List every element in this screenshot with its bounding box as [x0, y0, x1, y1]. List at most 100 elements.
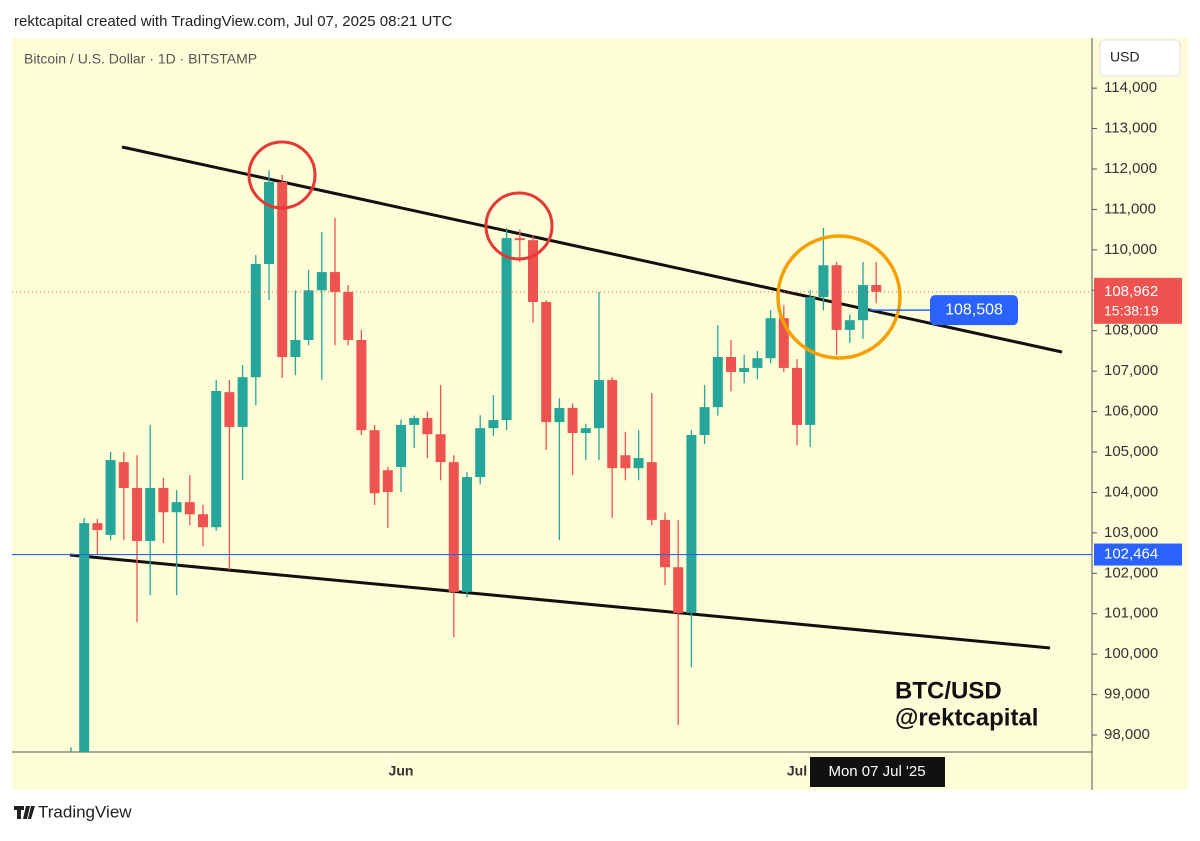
candle-body [580, 428, 591, 434]
y-tick-label: 101,000 [1104, 605, 1158, 622]
y-tick-label: 106,000 [1104, 403, 1158, 420]
candle-body [92, 523, 103, 531]
y-tick-label: 112,000 [1104, 160, 1157, 177]
highlight-circle [484, 191, 554, 261]
crosshair-label: Mon 07 Jul '25 [828, 763, 925, 780]
y-tick-label: 113,000 [1104, 120, 1157, 137]
countdown-label: 15:38:19 [1104, 303, 1159, 319]
candle-body [237, 377, 248, 427]
candle-body [303, 290, 314, 341]
candle-body [646, 462, 657, 520]
candle-body [488, 420, 499, 429]
candle-body [660, 519, 670, 568]
candle-body [792, 367, 802, 425]
highlight-circle [776, 234, 902, 360]
watermark: @rektcapital [895, 704, 1038, 731]
candle-body [158, 487, 169, 513]
horizontal-line-box [1094, 543, 1182, 566]
candle-body [422, 418, 433, 435]
y-tick-label: 104,000 [1104, 483, 1158, 500]
candle-body [752, 358, 763, 368]
candle-body [105, 460, 116, 535]
candle-body [211, 390, 222, 528]
candle-body [739, 367, 750, 372]
candle-body [844, 320, 855, 330]
watermark: BTC/USD [895, 677, 1002, 704]
candle-body [132, 487, 142, 541]
candle-body [726, 356, 736, 372]
candle-body [673, 567, 684, 613]
candle-body [831, 265, 842, 330]
y-tick-label: 107,000 [1104, 362, 1158, 379]
y-tick-label: 111,000 [1104, 200, 1156, 217]
trendline [69, 553, 1051, 650]
candle-body [620, 455, 631, 469]
y-tick-label: 100,000 [1104, 645, 1158, 662]
candle-body [184, 502, 195, 515]
y-tick-label: 105,000 [1104, 443, 1158, 460]
candle-body [462, 477, 472, 592]
candle-body [712, 356, 723, 408]
candle-body [343, 291, 354, 341]
symbol-label: Bitcoin / U.S. Dollar · 1D · BITSTAMP [24, 51, 257, 67]
highlight-circle [247, 140, 317, 210]
candle-body [501, 238, 512, 421]
candle-body [528, 240, 538, 303]
candle-body [316, 272, 327, 291]
candle-body [250, 264, 261, 378]
trendline-price-box [930, 295, 1018, 326]
candle-body [118, 462, 129, 488]
candle-body [778, 318, 789, 368]
candle-body [356, 340, 367, 431]
candle-body [198, 514, 208, 528]
candle-body [224, 392, 235, 427]
candle-body [607, 380, 618, 469]
last-price-label: 108,962 [1104, 283, 1158, 300]
candle-body [699, 407, 710, 436]
brand: TradingView [38, 802, 132, 821]
trendline [121, 145, 1063, 354]
candle-body [514, 238, 525, 241]
candle-body [145, 487, 156, 541]
header: rektcapital created with TradingView.com… [14, 13, 452, 30]
y-tick-label: 114,000 [1104, 79, 1157, 96]
candle-body [858, 285, 868, 321]
y-tick-label: 108,000 [1104, 322, 1158, 339]
horizontal-line-label: 102,464 [1104, 546, 1158, 563]
candle-body [805, 297, 816, 425]
candle-body [686, 435, 697, 613]
x-tick-label: Jun [389, 763, 414, 779]
y-tick-label: 99,000 [1104, 686, 1150, 703]
candle-body [765, 318, 776, 359]
candle-body [396, 424, 406, 467]
last-price-box [1094, 277, 1182, 324]
candle-body [435, 434, 446, 463]
y-tick-label: 102,000 [1104, 564, 1158, 581]
candle-body [633, 458, 644, 469]
candle-body [290, 340, 301, 357]
annotations: BTC/USD @rektcapital 108,508 [247, 140, 1038, 731]
brand-logo [14, 806, 35, 819]
candle-body [382, 470, 393, 493]
candle-body [369, 430, 380, 494]
candle-body [264, 181, 274, 265]
candle-body [594, 380, 604, 429]
currency-box [1099, 39, 1181, 77]
candle-body [448, 462, 459, 592]
candle-body [554, 407, 565, 423]
trendline-price-label: 108,508 [945, 301, 1003, 318]
plot [12, 145, 1092, 752]
candle-body [277, 181, 288, 357]
candle-body [567, 407, 578, 434]
x-tick-label: Jul [787, 763, 807, 779]
candle-body [409, 418, 420, 425]
candle-body [330, 272, 340, 292]
y-tick-label: 110,000 [1104, 241, 1157, 258]
candle-body [79, 523, 90, 752]
candle-body [475, 428, 486, 478]
y-tick-label: 103,000 [1104, 524, 1158, 541]
candle-body [171, 502, 182, 513]
candle-body [871, 285, 882, 292]
y-tick-label: 98,000 [1104, 726, 1150, 743]
